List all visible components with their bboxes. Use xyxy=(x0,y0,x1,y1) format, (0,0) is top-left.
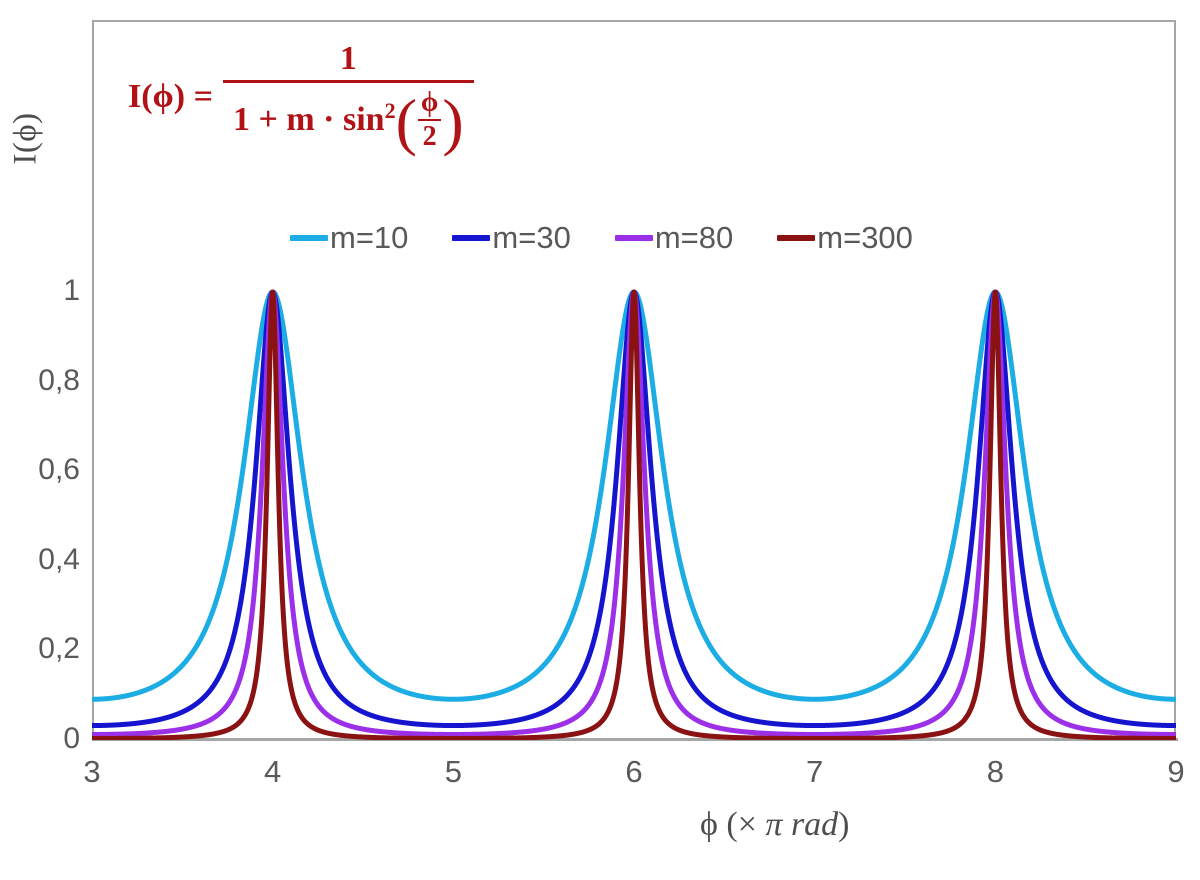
formula-annotation: I(ϕ) = 1 1 + m · sin 2 ( ϕ 2 ) xyxy=(128,40,474,153)
x-tick-label: 9 xyxy=(1167,754,1185,789)
legend-item[interactable]: m=300 xyxy=(777,222,913,253)
legend-swatch-icon xyxy=(452,234,491,241)
formula-denominator: 1 + m · sin 2 ( ϕ 2 ) xyxy=(223,83,474,153)
legend-label: m=10 xyxy=(330,220,409,255)
x-tick-label: 5 xyxy=(444,754,462,789)
formula-fraction: 1 1 + m · sin 2 ( ϕ 2 ) xyxy=(222,40,474,153)
x-axis-title: ϕ (× π rad) xyxy=(700,806,1120,844)
formula-fraction-bar xyxy=(222,80,474,83)
y-tick-label: 0,8 xyxy=(38,363,80,397)
x-tick-label: 3 xyxy=(83,754,101,789)
x-tick-label: 6 xyxy=(625,754,643,789)
formula-denominator-prefix: 1 + m · sin xyxy=(232,101,385,138)
series-curves xyxy=(92,289,1176,740)
series-line-m-300 xyxy=(92,289,1176,740)
series-line-m-30 xyxy=(92,289,1176,729)
legend-label: m=80 xyxy=(654,220,734,255)
formula-lhs: I(ϕ) = xyxy=(128,77,213,115)
y-tick-label: 0,4 xyxy=(38,542,80,576)
y-tick-label: 0 xyxy=(63,722,80,755)
legend-swatch-icon xyxy=(777,234,816,241)
x-tick-label: 7 xyxy=(806,754,824,789)
legend-swatch-icon xyxy=(290,234,328,241)
formula-inner-numerator: ϕ xyxy=(420,87,439,118)
x-axis-title-unit-open: (× xyxy=(717,806,766,843)
x-tick-label: 8 xyxy=(986,754,1004,789)
formula-inner-fraction: ϕ 2 xyxy=(417,87,442,153)
x-tick-label: 4 xyxy=(264,754,282,789)
legend-item[interactable]: m=80 xyxy=(614,220,734,255)
y-tick-label: 0,6 xyxy=(38,453,80,487)
x-axis-line xyxy=(92,738,1178,741)
y-tick-label: 1 xyxy=(63,274,80,307)
plot-area-frame xyxy=(92,20,1176,740)
legend-label: m=30 xyxy=(492,220,571,255)
x-axis-title-unit-close: ) xyxy=(838,806,850,843)
formula-paren-close: ) xyxy=(442,86,464,158)
x-axis-title-unit: π rad xyxy=(765,806,839,843)
series-line-m-80 xyxy=(92,289,1176,737)
formula-exponent: 2 xyxy=(384,98,396,123)
formula-numerator: 1 xyxy=(339,40,357,77)
x-axis-title-symbol: ϕ xyxy=(700,806,718,843)
formula-inner-denominator: 2 xyxy=(422,121,437,152)
y-tick-label: 0,2 xyxy=(38,632,80,666)
y-axis-title: I(ϕ) xyxy=(7,112,44,165)
legend-item[interactable]: m=30 xyxy=(452,220,571,255)
formula-paren-open: ( xyxy=(395,86,417,158)
legend-swatch-icon xyxy=(614,234,653,241)
chart-legend: m=10 m=30 m=80 m=300 xyxy=(290,222,913,253)
formula-inner-fraction-bar xyxy=(417,119,442,121)
legend-item[interactable]: m=10 xyxy=(290,222,408,253)
legend-label: m=300 xyxy=(817,220,913,255)
